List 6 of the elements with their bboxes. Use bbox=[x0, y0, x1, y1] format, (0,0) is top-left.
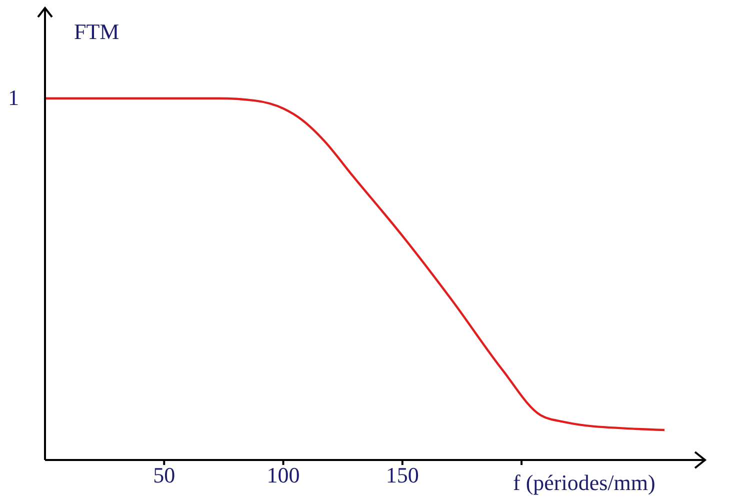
y-axis-title: FTM bbox=[74, 19, 120, 44]
x-tick-label: 100 bbox=[266, 462, 300, 488]
x-tick-label: 50 bbox=[153, 462, 176, 488]
x-axis-title: f (périodes/mm) bbox=[513, 470, 656, 495]
text: 1 bbox=[8, 85, 19, 110]
x-tick-label: 150 bbox=[386, 462, 419, 488]
